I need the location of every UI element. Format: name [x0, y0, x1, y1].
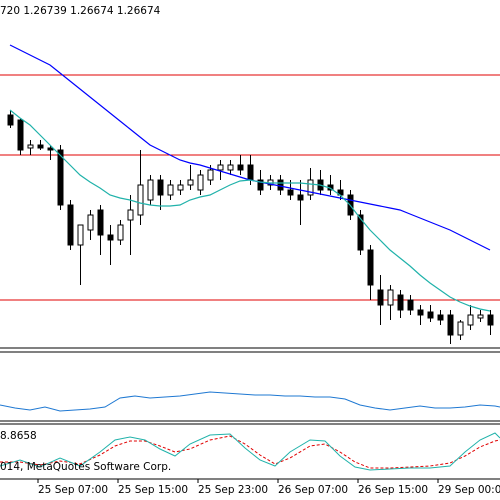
- candle-body: [177, 184, 184, 191]
- candle-body: [127, 209, 134, 221]
- candle-body: [287, 189, 294, 196]
- candle-body: [167, 184, 174, 196]
- candle-body: [257, 179, 264, 191]
- oscillator-line: [0, 391, 500, 412]
- stochastic-main: [0, 432, 500, 471]
- candle-body: [467, 314, 474, 326]
- candle-body: [67, 204, 74, 246]
- candle-body: [87, 214, 94, 231]
- candle-body: [97, 209, 104, 236]
- x-tick-label: 26 Sep 15:00: [358, 484, 428, 496]
- candle-body: [157, 179, 164, 196]
- candle-body: [7, 114, 14, 126]
- candle-body: [207, 169, 214, 181]
- candle-body: [27, 144, 34, 149]
- candle-body: [307, 179, 314, 196]
- candle-body: [437, 314, 444, 321]
- candle-body: [277, 179, 284, 191]
- moving-average: [9, 109, 491, 312]
- candle-body: [147, 179, 154, 201]
- candle-body: [57, 149, 64, 206]
- watermark: 014, MetaQuotes Software Corp.: [0, 461, 171, 473]
- candle-body: [187, 179, 194, 186]
- candle-body: [227, 164, 234, 171]
- x-tick-label: 25 Sep 23:00: [198, 484, 268, 496]
- candle-body: [487, 314, 494, 326]
- candle-body: [217, 164, 224, 171]
- candle-body: [247, 164, 254, 181]
- candle-body: [37, 144, 44, 149]
- candle-body: [357, 214, 364, 251]
- candle-body: [117, 224, 124, 241]
- candle-body: [377, 289, 384, 306]
- candle-body: [407, 299, 414, 311]
- x-tick-label: 29 Sep 00:00: [438, 484, 500, 496]
- x-tick-label: 26 Sep 07:00: [278, 484, 348, 496]
- x-tick-label: 25 Sep 15:00: [118, 484, 188, 496]
- candle-body: [237, 164, 244, 171]
- candle-body: [77, 224, 84, 246]
- x-tick-label: 25 Sep 07:00: [38, 484, 108, 496]
- candle-body: [137, 184, 144, 216]
- candle-body: [457, 321, 464, 336]
- candle-body: [477, 314, 484, 319]
- indicator-label: 8.8658: [0, 430, 37, 442]
- candle-body: [367, 249, 374, 286]
- candle-body: [17, 119, 24, 151]
- candle-body: [297, 194, 304, 201]
- candle-body: [427, 311, 434, 319]
- candle-body: [47, 147, 54, 151]
- candle-body: [417, 309, 424, 316]
- candle-body: [107, 234, 114, 241]
- candle-body: [197, 174, 204, 191]
- stochastic-signal: [0, 435, 500, 469]
- candle-body: [387, 289, 394, 306]
- candle-body: [447, 314, 454, 336]
- candle-body: [397, 294, 404, 311]
- chart-header: 720 1.26739 1.26674 1.26674: [0, 5, 161, 17]
